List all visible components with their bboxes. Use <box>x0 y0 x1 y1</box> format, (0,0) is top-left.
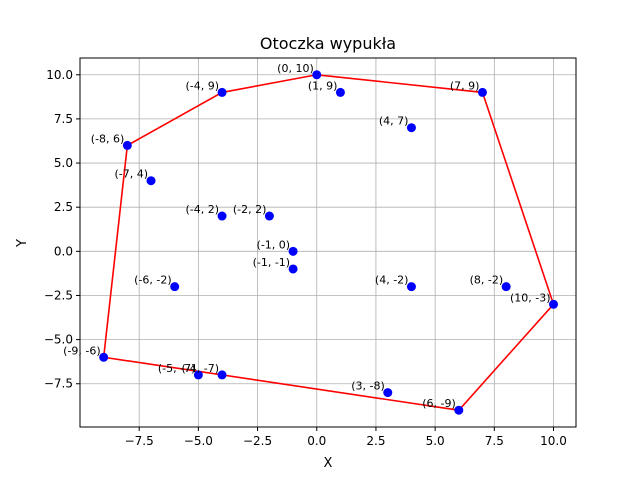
point-label: (4, -2) <box>375 274 409 287</box>
data-point <box>170 282 180 292</box>
y-tick-label: 2.5 <box>54 200 73 214</box>
y-tick-label: −7.5 <box>44 377 73 391</box>
data-point <box>146 176 156 186</box>
grid-lines <box>80 58 576 427</box>
ticks-layer: −7.5 −5.0 −2.5 0.0 2.5 5.0 7.5 10.0 −7.5 −5.0 −2.5… <box>44 68 567 448</box>
plot-frame <box>79 57 577 428</box>
data-point <box>217 370 227 380</box>
x-tick-label: −5.0 <box>184 434 213 448</box>
data-point <box>217 87 227 97</box>
point-label: (0, 10) <box>277 62 314 75</box>
data-point <box>406 123 416 133</box>
data-point <box>288 246 298 256</box>
data-point <box>454 405 464 415</box>
point-label: (-4, 2) <box>186 203 220 216</box>
x-tick-label: 10.0 <box>540 434 567 448</box>
point-label: (-1, 0) <box>257 238 291 251</box>
x-tick-label: 5.0 <box>426 434 445 448</box>
y-axis-label: Y <box>15 239 30 248</box>
x-tick-label: 0.0 <box>307 434 326 448</box>
chart-title: Otoczka wypukła <box>260 34 396 53</box>
x-axis-label: X <box>324 456 333 471</box>
data-point <box>193 370 203 380</box>
y-tick-label: 7.5 <box>54 112 73 126</box>
y-tick-label: −5.0 <box>44 333 73 347</box>
data-point <box>288 264 298 274</box>
point-label: (6, -9) <box>422 397 456 410</box>
data-point <box>217 211 227 221</box>
data-point <box>406 282 416 292</box>
point-label: (3, -8) <box>351 380 385 393</box>
point-labels-layer: (0, 10) (-4, 9) (1, 9) (7, 9) (4, 7) (-8, 6) (… <box>63 62 550 410</box>
y-tick-label: −2.5 <box>44 288 73 302</box>
point-label: (8, -2) <box>470 274 504 287</box>
data-point <box>335 87 345 97</box>
x-tick-label: −2.5 <box>243 434 272 448</box>
data-point <box>383 388 393 398</box>
point-label: (4, 7) <box>379 115 409 128</box>
point-label: (7, 9) <box>450 79 480 92</box>
x-tick-label: −7.5 <box>125 434 154 448</box>
x-tick-label: 7.5 <box>485 434 504 448</box>
data-point <box>477 87 487 97</box>
point-label: (-4, 9) <box>186 79 220 92</box>
points-layer <box>99 70 559 415</box>
data-point <box>549 299 559 309</box>
y-tick-label: 10.0 <box>46 68 73 82</box>
point-label: (10, -3) <box>510 291 551 304</box>
point-label: (-1, -1) <box>253 256 291 269</box>
data-point <box>312 70 322 80</box>
point-label: (-2, 2) <box>233 203 267 216</box>
convex-hull-line <box>102 73 555 412</box>
y-tick-label: 0.0 <box>54 244 73 258</box>
data-point <box>501 282 511 292</box>
point-label: (-5, -7) <box>158 362 196 375</box>
point-label: (-4, -7) <box>182 362 220 375</box>
point-label: (-7, 4) <box>114 168 148 181</box>
hull-layer <box>102 73 555 412</box>
point-label: (-9, -6) <box>63 344 101 357</box>
y-tick-label: 5.0 <box>54 156 73 170</box>
point-label: (1, 9) <box>308 79 338 92</box>
data-point <box>99 352 109 362</box>
x-tick-label: 2.5 <box>366 434 385 448</box>
point-label: (-8, 6) <box>91 132 125 145</box>
data-point <box>264 211 274 221</box>
point-label: (-6, -2) <box>134 274 172 287</box>
data-point <box>122 140 132 150</box>
